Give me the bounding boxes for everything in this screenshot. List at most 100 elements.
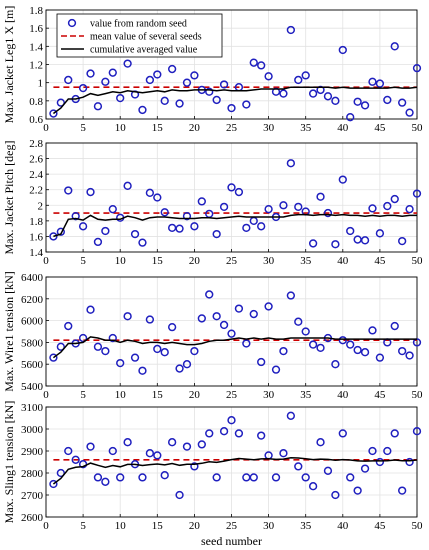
seed-point [167,438,177,447]
seed-point [227,416,236,425]
seed-point [360,236,370,245]
seed-point [412,189,422,198]
seed-point [316,343,325,353]
seed-point [286,411,296,420]
seed-point [175,490,184,500]
seed-point [368,446,377,456]
seed-point [286,25,296,35]
seed-point [182,442,192,451]
seed-point [212,473,221,482]
seed-point [234,429,244,438]
x-tick-label: 0 [43,255,49,267]
seed-point [93,237,103,247]
seed-point [249,473,258,482]
seed-point [398,486,407,495]
seed-point [249,58,258,67]
seed-point [257,357,266,367]
seed-point [153,70,162,79]
seed-point [167,322,177,332]
seed-point [390,429,399,438]
seed-point [368,77,377,86]
seed-point [383,95,392,105]
seed-point [116,358,125,368]
y-tick-label: 2700 [21,490,44,502]
y-tick-label: 2.6 [29,154,43,166]
y-tick-label: 1.4 [29,41,43,53]
seed-point [346,473,355,482]
seed-point [86,305,95,314]
seed-point [294,317,303,326]
seed-point [205,290,214,299]
seed-point [412,427,422,436]
seed-point [138,238,147,247]
seed-point [219,80,229,89]
seed-point [234,304,244,313]
seed-point [197,440,206,449]
seed-point [316,192,325,201]
seed-point [286,159,296,168]
x-tick-label: 40 [337,255,349,267]
seed-point [108,68,117,77]
x-tick-label: 25 [226,389,238,401]
seed-point [175,99,184,108]
legend-label: cumulative averaged value [90,45,198,56]
seed-point [375,353,385,362]
x-tick-label: 20 [189,389,201,401]
x-tick-label: 25 [226,122,238,134]
seed-point [49,109,58,118]
seed-point [123,438,132,447]
seed-point [212,312,221,321]
seed-point [145,449,155,458]
seed-point [294,462,303,471]
x-tick-label: 20 [189,520,201,532]
seed-point [323,466,333,475]
seed-point [175,364,184,373]
seed-point [316,438,325,447]
y-axis-label: Max. Wire1 tension [kN] [2,271,16,392]
seed-point [346,340,355,349]
seed-point [338,336,347,345]
x-tick-label: 35 [300,255,312,267]
seed-point [242,100,251,109]
x-tick-label: 30 [263,389,275,401]
seed-point [175,224,184,233]
y-tick-label: 0.8 [29,96,43,108]
y-tick-label: 1 [38,78,44,90]
seed-point [182,78,192,87]
seed-point [279,89,288,98]
seed-point [264,205,273,214]
seed-point [64,75,73,85]
seed-point [234,187,244,197]
x-tick-label: 35 [300,520,312,532]
seed-point [123,59,132,68]
y-axis-label: Max. Jacket Pitch [deg] [2,141,16,255]
x-tick-label: 45 [374,389,386,401]
seed-point [331,490,340,500]
seed-point [108,333,117,343]
legend-marker-circle [67,18,77,28]
seed-point [390,194,399,204]
seed-point [205,87,214,96]
seed-point [138,473,147,482]
seed-point [56,227,65,236]
seed-point [197,314,206,323]
x-tick-label: 40 [337,389,349,401]
x-axis-label: seed number [201,534,262,548]
x-tick-label: 35 [300,389,312,401]
seed-point [227,103,236,113]
seed-point [197,197,206,206]
seed-point [331,96,340,105]
x-tick-label: 20 [189,122,201,134]
seed-point [279,201,288,210]
seed-point [219,320,229,330]
x-tick-label: 0 [43,122,49,134]
x-tick-label: 25 [226,255,238,267]
x-tick-label: 35 [300,122,312,134]
panel-2: 0 5 10 15 20 25 30 35 40 45 50 1.4 1.6 1.8 2 2.2 2.4 2.6 2… [2,138,423,267]
x-tick-label: 5 [80,520,86,532]
seed-point [338,429,347,438]
seed-point [190,71,199,80]
y-tick-label: 3100 [21,402,44,414]
seed-point [64,446,73,456]
